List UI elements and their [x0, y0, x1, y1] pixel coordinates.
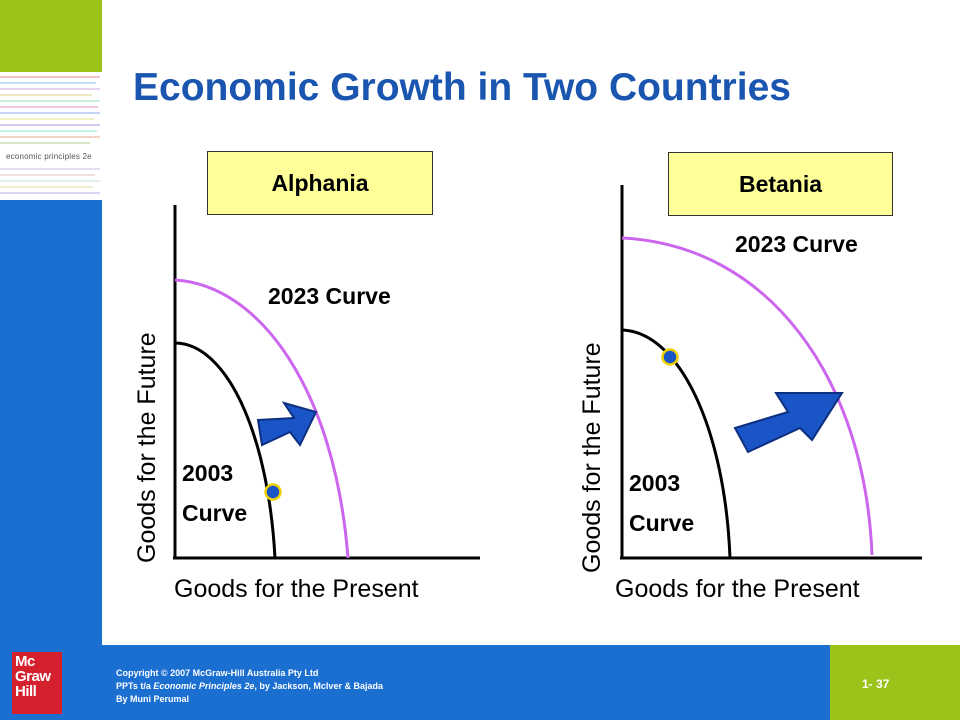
betania-2023-curve	[621, 236, 874, 556]
footer-green-block	[830, 645, 960, 720]
alphania-2003-label-line2: Curve	[182, 500, 247, 526]
copyright-text: Copyright © 2007 McGraw-Hill Australia P…	[116, 667, 383, 706]
betania-2003-label-line1: 2003	[629, 470, 680, 496]
betania-x-axis-label: Goods for the Present	[615, 575, 860, 603]
alphania-growth-arrow	[256, 401, 318, 447]
alphania-2003-label-line1: 2003	[182, 460, 233, 486]
country-box-betania: Betania	[668, 152, 893, 216]
alphania-2003-curve	[174, 341, 277, 559]
green-corner-block	[0, 0, 102, 72]
alphania-production-point	[264, 483, 282, 501]
mcgraw-hill-logo: Mc Graw Hill	[12, 652, 62, 714]
country-box-alphania: Alphania	[207, 151, 433, 215]
copyright-line-2: PPTs t/a Economic Principles 2e, by Jack…	[116, 681, 383, 691]
betania-2023-curve-label: 2023 Curve	[735, 231, 858, 257]
ppf-diagrams: 2023 Curve 2003 Curve Goods for the Pres…	[133, 185, 922, 603]
footer-bar	[0, 645, 960, 720]
slide-title: Economic Growth in Two Countries	[133, 66, 791, 109]
betania-growth-arrow	[733, 392, 844, 454]
betania-2003-curve	[621, 328, 732, 559]
alphania-2023-curve-label: 2023 Curve	[268, 283, 391, 309]
copyright-line-1: Copyright © 2007 McGraw-Hill Australia P…	[116, 668, 319, 678]
betania-production-point	[661, 348, 679, 366]
betania-2003-label-line2: Curve	[629, 510, 694, 536]
betania-y-axis-label: Goods for the Future	[578, 342, 606, 573]
alphania-2023-curve	[174, 278, 350, 559]
brand-text: economic principles 2e	[6, 152, 92, 161]
copyright-line-3: By Muni Perumal	[116, 694, 190, 704]
brand-strip: economic principles 2e	[0, 72, 102, 200]
alphania-x-axis-label: Goods for the Present	[174, 575, 419, 603]
alphania-y-axis-label: Goods for the Future	[133, 332, 161, 563]
page-number: 1- 37	[862, 677, 890, 691]
